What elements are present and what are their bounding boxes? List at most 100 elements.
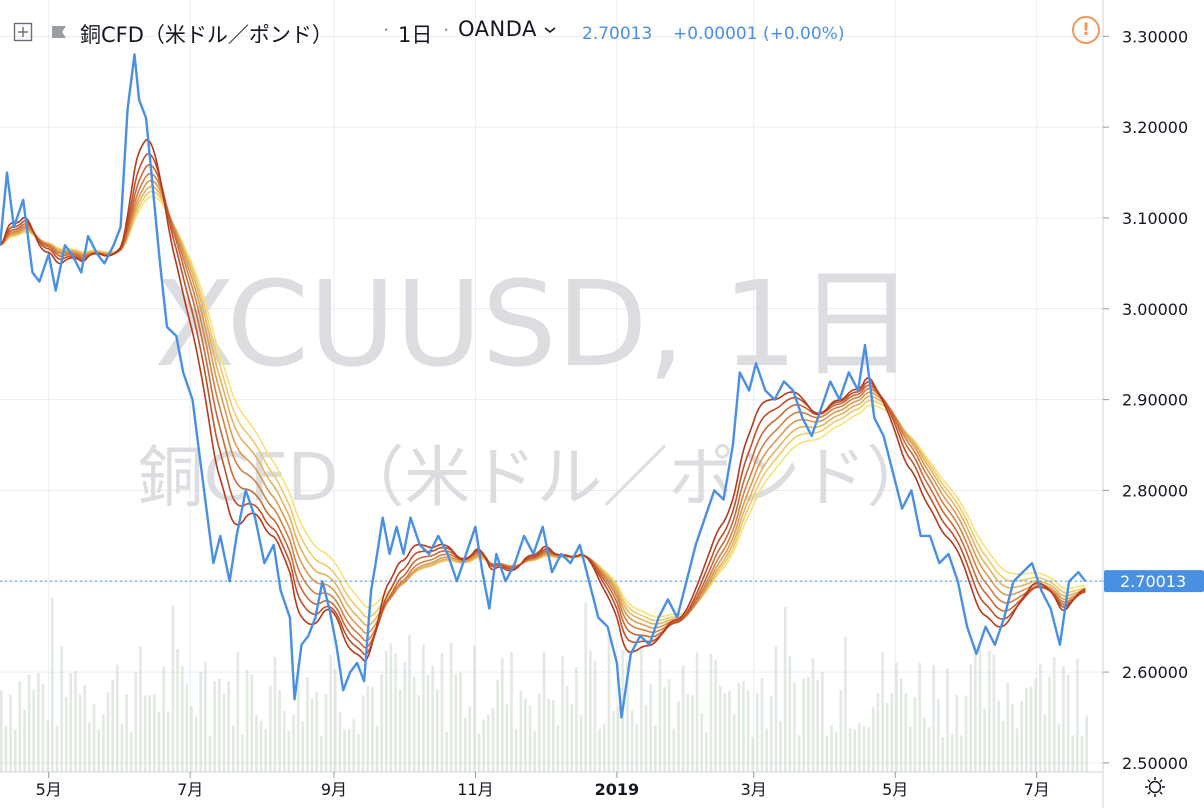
y-tick-label: 2.80000 <box>1122 481 1188 500</box>
volume-bar <box>296 661 300 772</box>
volume-bar <box>783 607 787 772</box>
volume-bar <box>742 681 745 772</box>
volume-bar <box>510 652 513 772</box>
volume-bar <box>885 703 889 772</box>
y-tick-label: 2.60000 <box>1122 663 1188 682</box>
volume-bar <box>46 720 49 772</box>
volume-bar <box>686 694 690 772</box>
volume-bar <box>927 727 931 772</box>
volume-bar <box>667 679 671 772</box>
volume-bar <box>1015 728 1019 772</box>
volume-bar <box>969 664 973 772</box>
volume-bar <box>718 685 722 772</box>
volume-bar <box>579 715 583 772</box>
gear-icon[interactable] <box>1144 776 1166 798</box>
volume-bar <box>556 724 560 772</box>
volume-bar <box>1025 687 1028 772</box>
volume-bar <box>41 683 45 772</box>
volume-bar <box>746 690 750 772</box>
volume-bar <box>524 698 527 772</box>
volume-bar <box>598 728 601 772</box>
volume-bar <box>570 704 574 772</box>
volume-bar <box>496 680 499 772</box>
volume-bar <box>394 652 397 772</box>
volume-bar <box>231 725 235 772</box>
volume-bar <box>765 728 768 772</box>
volume-bar <box>78 694 82 772</box>
volume-bar <box>960 735 963 772</box>
volume-bar <box>820 672 824 772</box>
volume-bar <box>816 680 819 772</box>
price-scale[interactable] <box>1103 0 1204 808</box>
volume-bars <box>0 597 1088 772</box>
volume-bar <box>714 659 717 772</box>
volume-bar <box>793 682 796 772</box>
volume-bar <box>412 676 416 772</box>
volume-bar <box>802 678 806 772</box>
interval-label[interactable]: 1日 <box>398 23 433 47</box>
y-tick-label: 2.90000 <box>1122 391 1188 410</box>
broker-label[interactable]: OANDA <box>458 17 537 41</box>
volume-bar <box>672 728 676 772</box>
x-tick-label: 7月 <box>177 780 203 799</box>
volume-bar <box>1066 674 1070 772</box>
volume-bar <box>923 717 926 772</box>
volume-bar <box>528 705 532 772</box>
volume-bar <box>853 729 857 772</box>
volume-bar <box>797 735 801 772</box>
volume-bar <box>589 650 592 772</box>
x-axis-ticks: 5月 7月 9月 11月 2019 3月 5月 7月 <box>36 772 1050 799</box>
volume-bar <box>881 652 884 772</box>
legend-separator: · <box>443 18 450 42</box>
legend-last-price: 2.70013 <box>582 24 653 44</box>
volume-bar <box>811 658 815 772</box>
volume-bar <box>788 656 792 772</box>
volume-bar <box>129 732 133 772</box>
volume-bar <box>899 678 903 772</box>
volume-bar <box>1034 677 1037 772</box>
volume-bar <box>236 651 240 772</box>
volume-bar <box>241 734 244 772</box>
chevron-down-icon[interactable] <box>543 25 557 35</box>
volume-bar <box>278 690 281 772</box>
volume-bar <box>60 646 63 772</box>
volume-bar <box>375 725 379 772</box>
x-tick-label: 5月 <box>36 780 62 799</box>
volume-bar <box>23 709 26 772</box>
volume-bar <box>13 729 17 772</box>
volume-bar <box>120 724 124 772</box>
volume-bar <box>848 728 852 772</box>
symbol-title[interactable]: 銅CFD（米ドル／ポンド） <box>80 23 333 47</box>
volume-bar <box>282 710 286 772</box>
legend-separator: · <box>383 18 390 42</box>
volume-bar <box>134 672 138 772</box>
volume-bar <box>292 715 295 772</box>
volume-bar <box>301 721 305 772</box>
volume-bar <box>695 652 699 772</box>
volume-bar <box>779 721 782 772</box>
volume-bar <box>584 602 588 772</box>
volume-bar <box>440 653 444 772</box>
volume-bar <box>909 726 912 772</box>
volume-bar <box>27 674 31 772</box>
volume-bar <box>978 648 982 772</box>
volume-bar <box>102 714 105 772</box>
y-tick-label: 3.10000 <box>1122 209 1188 228</box>
expand-icon[interactable] <box>13 22 33 42</box>
ma-line <box>0 138 1086 662</box>
volume-bar <box>992 654 996 772</box>
volume-bar <box>4 726 8 772</box>
volume-bar <box>932 665 935 772</box>
warning-icon[interactable]: ! <box>1072 16 1100 44</box>
volume-bar <box>269 685 272 772</box>
volume-bar <box>250 674 254 772</box>
volume-bar <box>974 645 977 772</box>
volume-bar <box>839 689 843 772</box>
volume-bar <box>612 710 615 772</box>
volume-bar <box>575 667 578 772</box>
volume-bar <box>384 650 388 772</box>
volume-bar <box>1001 720 1005 772</box>
volume-bar <box>338 711 342 772</box>
volume-bar <box>436 689 439 772</box>
